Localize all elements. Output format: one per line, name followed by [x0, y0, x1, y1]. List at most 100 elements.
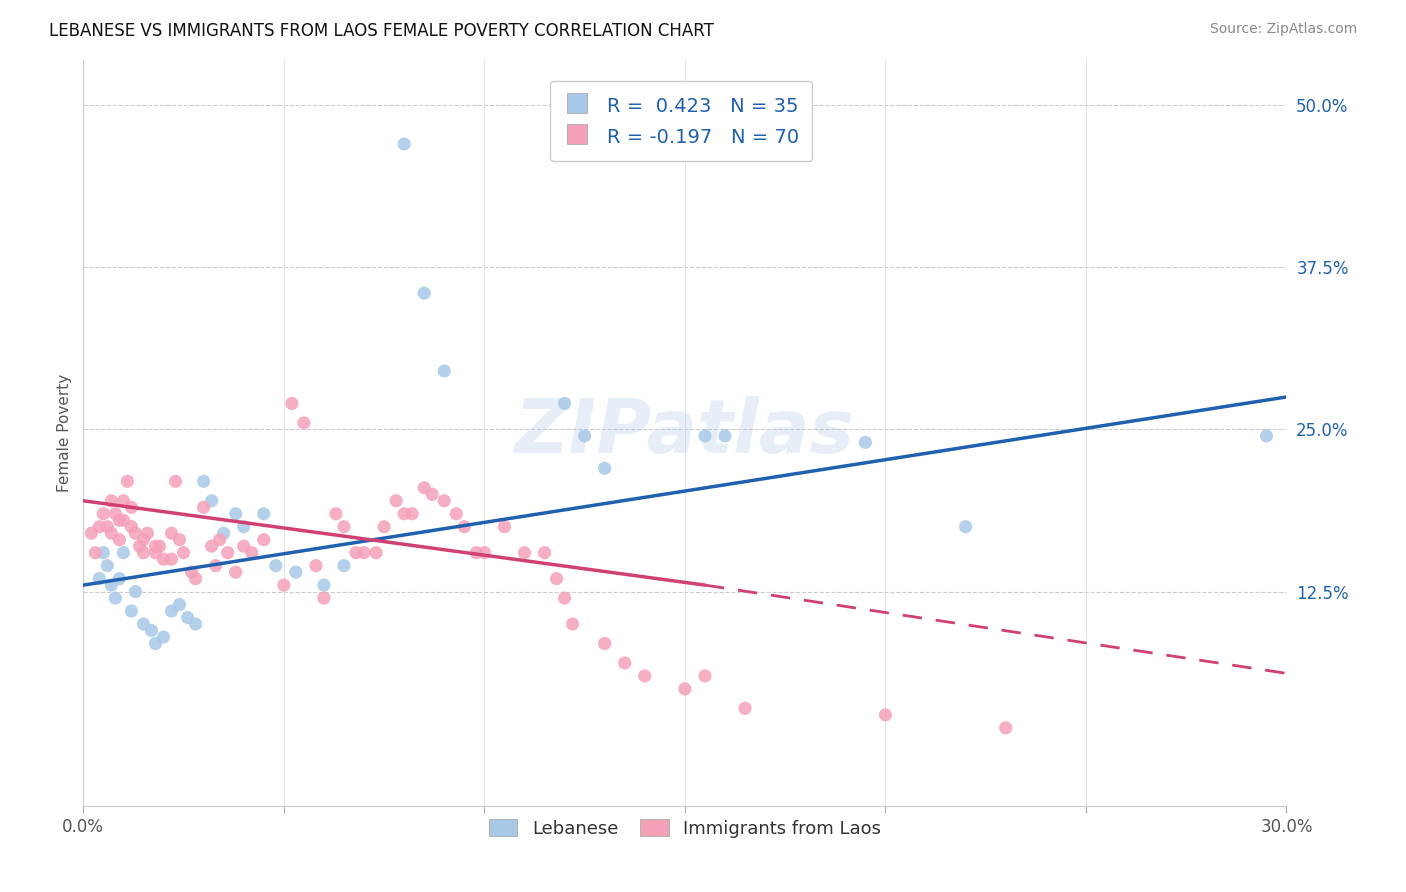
Point [433, 493, 456, 508]
Point [613, 656, 636, 670]
Y-axis label: Female Poverty: Female Poverty [58, 374, 72, 491]
Point [312, 591, 335, 606]
Point [513, 546, 536, 560]
Point [546, 572, 568, 586]
Point [561, 617, 583, 632]
Point [84, 546, 107, 560]
Point [673, 681, 696, 696]
Point [392, 507, 415, 521]
Point [112, 513, 135, 527]
Point [180, 565, 202, 579]
Point [264, 558, 287, 573]
Point [96, 558, 118, 573]
Point [104, 507, 127, 521]
Point [96, 519, 118, 533]
Point [554, 396, 576, 410]
Point [225, 507, 247, 521]
Point [401, 507, 423, 521]
Point [385, 493, 408, 508]
Point [112, 493, 135, 508]
Point [281, 396, 304, 410]
Point [373, 519, 395, 533]
Text: ZIPatlas: ZIPatlas [515, 396, 855, 469]
Point [453, 519, 475, 533]
Point [364, 546, 387, 560]
Point [217, 546, 239, 560]
Point [593, 636, 616, 650]
Point [89, 572, 111, 586]
Point [120, 500, 142, 515]
Point [145, 546, 167, 560]
Point [93, 507, 115, 521]
Point [173, 546, 195, 560]
Point [100, 493, 122, 508]
Text: LEBANESE VS IMMIGRANTS FROM LAOS FEMALE POVERTY CORRELATION CHART: LEBANESE VS IMMIGRANTS FROM LAOS FEMALE … [49, 22, 714, 40]
Point [208, 533, 231, 547]
Point [89, 519, 111, 533]
Point [554, 591, 576, 606]
Point [533, 546, 555, 560]
Point [333, 558, 356, 573]
Point [292, 416, 315, 430]
Point [100, 526, 122, 541]
Point [212, 526, 235, 541]
Point [141, 624, 163, 638]
Point [193, 475, 215, 489]
Point [465, 546, 488, 560]
Point [353, 546, 375, 560]
Point [184, 572, 207, 586]
Point [232, 519, 254, 533]
Point [148, 539, 170, 553]
Point [446, 507, 468, 521]
Point [240, 546, 263, 560]
Point [253, 507, 276, 521]
Point [955, 519, 977, 533]
Point [120, 519, 142, 533]
Point [193, 500, 215, 515]
Point [413, 481, 436, 495]
Point [152, 552, 174, 566]
Point [433, 364, 456, 378]
Point [108, 533, 131, 547]
Point [413, 286, 436, 301]
Point [145, 539, 167, 553]
Point [132, 546, 155, 560]
Point [574, 429, 596, 443]
Point [160, 526, 183, 541]
Point [494, 519, 516, 533]
Point [693, 429, 716, 443]
Point [100, 578, 122, 592]
Point [165, 475, 187, 489]
Point [132, 617, 155, 632]
Point [176, 610, 198, 624]
Point [136, 526, 159, 541]
Point [145, 636, 167, 650]
Point [80, 526, 103, 541]
Point [124, 526, 146, 541]
Point [104, 591, 127, 606]
Point [853, 435, 876, 450]
Point [392, 136, 415, 151]
Point [420, 487, 443, 501]
Point [184, 617, 207, 632]
Point [93, 546, 115, 560]
Point [253, 533, 276, 547]
Point [344, 546, 367, 560]
Point [1256, 429, 1278, 443]
Text: Source: ZipAtlas.com: Source: ZipAtlas.com [1209, 22, 1357, 37]
Point [875, 707, 897, 722]
Point [108, 513, 131, 527]
Point [305, 558, 328, 573]
Point [152, 630, 174, 644]
Point [124, 584, 146, 599]
Point [201, 493, 224, 508]
Point [333, 519, 356, 533]
Point [201, 539, 224, 553]
Point [312, 578, 335, 592]
Point [112, 546, 135, 560]
Point [693, 669, 716, 683]
Point [225, 565, 247, 579]
Point [160, 604, 183, 618]
Point [593, 461, 616, 475]
Point [108, 572, 131, 586]
